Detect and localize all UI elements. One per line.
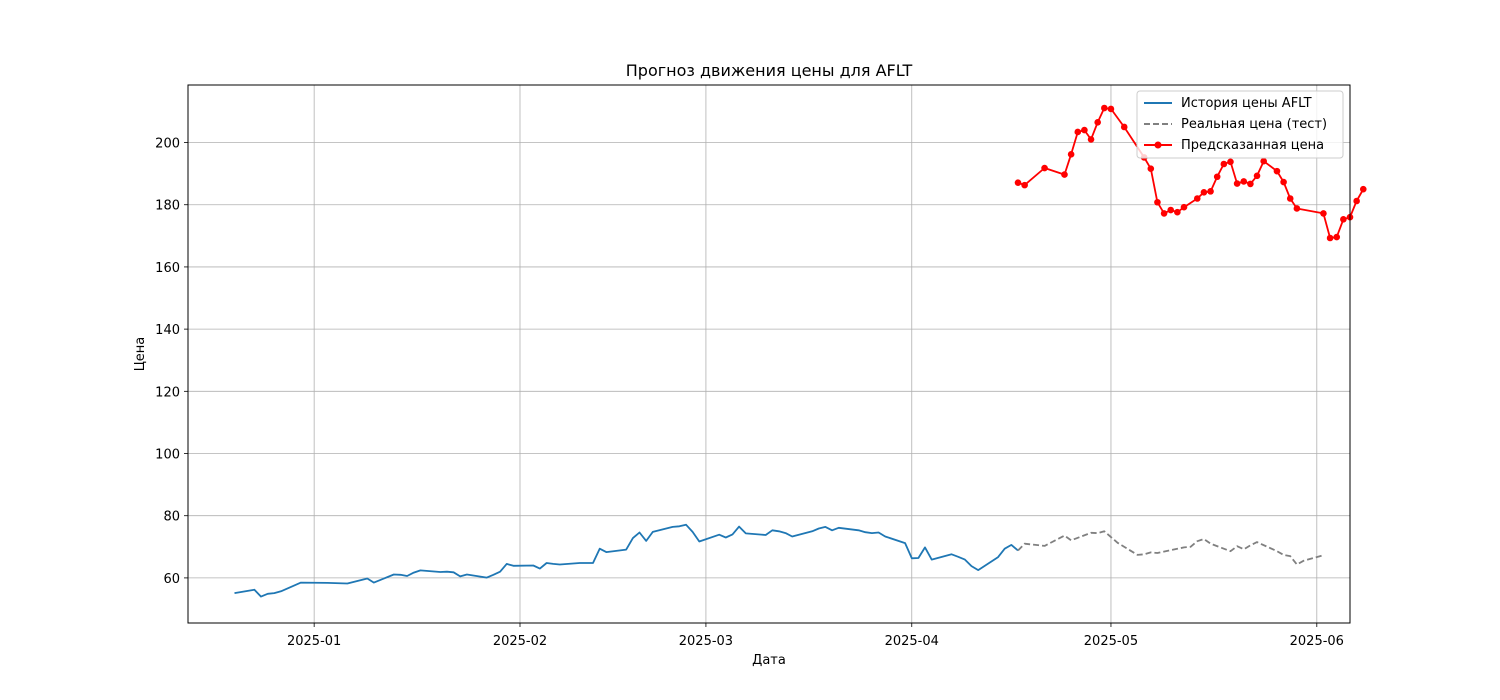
- predicted-point: [1326, 234, 1334, 242]
- predicted-point: [1147, 165, 1155, 172]
- y-tick-label: 200: [155, 137, 180, 152]
- predicted-point: [1286, 195, 1294, 202]
- x-tick-label: 2025-06: [1290, 634, 1344, 649]
- predicted-point: [1247, 180, 1254, 188]
- predicted-point: [1061, 171, 1068, 178]
- chart-title: Прогноз движения цены для AFLT: [626, 61, 913, 80]
- predicted-point: [1041, 164, 1048, 172]
- predicted-point: [1067, 151, 1075, 158]
- series-real-test-line: [1017, 530, 1324, 566]
- predicted-point: [1253, 172, 1261, 180]
- x-tick-label: 2025-04: [885, 634, 939, 649]
- predicted-point: [1081, 126, 1088, 134]
- legend-marker-predicted: [1154, 141, 1162, 149]
- predicted-point: [1240, 178, 1248, 185]
- predicted-point: [1207, 188, 1214, 195]
- predicted-point: [1014, 179, 1022, 186]
- y-tick-label: 60: [163, 572, 180, 587]
- x-tick-label: 2025-02: [493, 634, 547, 649]
- predicted-point: [1359, 185, 1367, 193]
- predicted-point: [1233, 180, 1241, 187]
- x-tick-label: 2025-05: [1084, 634, 1138, 649]
- predicted-point: [1107, 105, 1115, 113]
- predicted-point: [1220, 160, 1228, 168]
- y-tick-label: 80: [163, 510, 180, 525]
- legend-label-real: Реальная цена (тест): [1181, 117, 1327, 132]
- predicted-point: [1174, 208, 1181, 216]
- predicted-point: [1227, 158, 1234, 166]
- predicted-point: [1087, 136, 1095, 143]
- predicted-point: [1094, 119, 1101, 126]
- y-axis-label: Цена: [133, 337, 148, 372]
- y-tick-label: 100: [155, 448, 180, 463]
- predicted-point: [1101, 104, 1108, 112]
- y-tick-label: 160: [155, 261, 180, 276]
- x-axis-label: Дата: [752, 653, 786, 668]
- legend-label-history: История цены AFLT: [1181, 96, 1312, 111]
- plot-frame: [187, 84, 1351, 624]
- predicted-point: [1154, 198, 1161, 206]
- legend-box: [1136, 90, 1344, 159]
- series-history-line: [234, 523, 1019, 598]
- predicted-point: [1120, 123, 1128, 131]
- predicted-point: [1193, 195, 1201, 202]
- y-tick-label: 180: [155, 199, 180, 214]
- predicted-point: [1340, 216, 1347, 223]
- predicted-point: [1213, 173, 1221, 181]
- predicted-point: [1353, 197, 1360, 205]
- x-tick-label: 2025-03: [679, 634, 733, 649]
- predicted-point: [1320, 210, 1327, 217]
- predicted-point: [1021, 181, 1028, 189]
- predicted-point: [1333, 233, 1341, 241]
- predicted-point: [1273, 167, 1281, 175]
- axis-ticks: 2025-01 2025-02 2025-03 2025-04 2025-05 2025-…: [155, 137, 1344, 649]
- predicted-point: [1260, 157, 1267, 165]
- plot-background: [188, 85, 1350, 623]
- predicted-point: [1167, 206, 1175, 214]
- predicted-point: [1280, 178, 1287, 186]
- predicted-point: [1293, 205, 1301, 212]
- legend-label-predicted: Предсказанная цена: [1181, 138, 1324, 153]
- predicted-point: [1180, 203, 1188, 211]
- predicted-point: [1074, 128, 1082, 136]
- y-tick-label: 120: [155, 385, 180, 400]
- y-tick-label: 140: [155, 323, 180, 338]
- series-layer: [234, 104, 1367, 598]
- predicted-point: [1160, 210, 1168, 217]
- x-tick-label: 2025-01: [287, 634, 341, 649]
- legend: История цены AFLT Реальная цена (тест) П…: [1136, 90, 1344, 159]
- predicted-point: [1200, 188, 1208, 196]
